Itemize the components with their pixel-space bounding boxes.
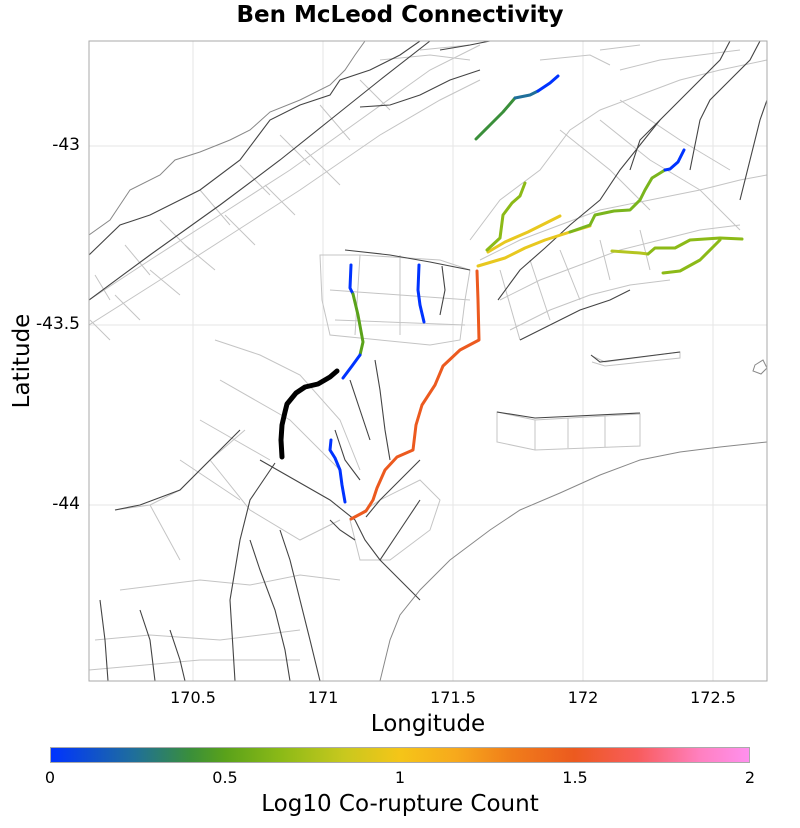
fault-subsections bbox=[89, 44, 767, 671]
x-tick-label: 171.5 bbox=[430, 688, 476, 707]
chart-title: Ben McLeod Connectivity bbox=[236, 2, 564, 28]
colorbar-tick: 0.5 bbox=[212, 768, 238, 787]
x-tick-label: 170.5 bbox=[170, 688, 216, 707]
colorbar-tick: 1 bbox=[394, 768, 406, 787]
colorbar-tick: 1.5 bbox=[562, 768, 588, 787]
orange-trace bbox=[349, 269, 481, 521]
source-fault-ben-mcleod bbox=[278, 368, 340, 460]
colorbar-label: Log10 Co-rupture Count bbox=[261, 791, 539, 817]
y-tick-label: -43 bbox=[52, 135, 80, 155]
colorbar bbox=[50, 747, 750, 763]
fault-traces bbox=[89, 41, 767, 681]
plot-frame bbox=[88, 40, 768, 682]
corupture-traces bbox=[278, 74, 744, 521]
colorbar-tick: 0 bbox=[44, 768, 56, 787]
y-tick-label: -44 bbox=[52, 494, 80, 514]
grid-lines bbox=[89, 41, 767, 681]
colorbar-tick: 2 bbox=[744, 768, 756, 787]
coastline bbox=[89, 41, 767, 681]
y-tick-label: -43.5 bbox=[36, 314, 80, 334]
x-tick-label: 172 bbox=[567, 688, 599, 707]
x-axis-label: Longitude bbox=[370, 711, 486, 737]
x-tick-label: 171 bbox=[307, 688, 339, 707]
x-tick-label: 172.5 bbox=[690, 688, 736, 707]
